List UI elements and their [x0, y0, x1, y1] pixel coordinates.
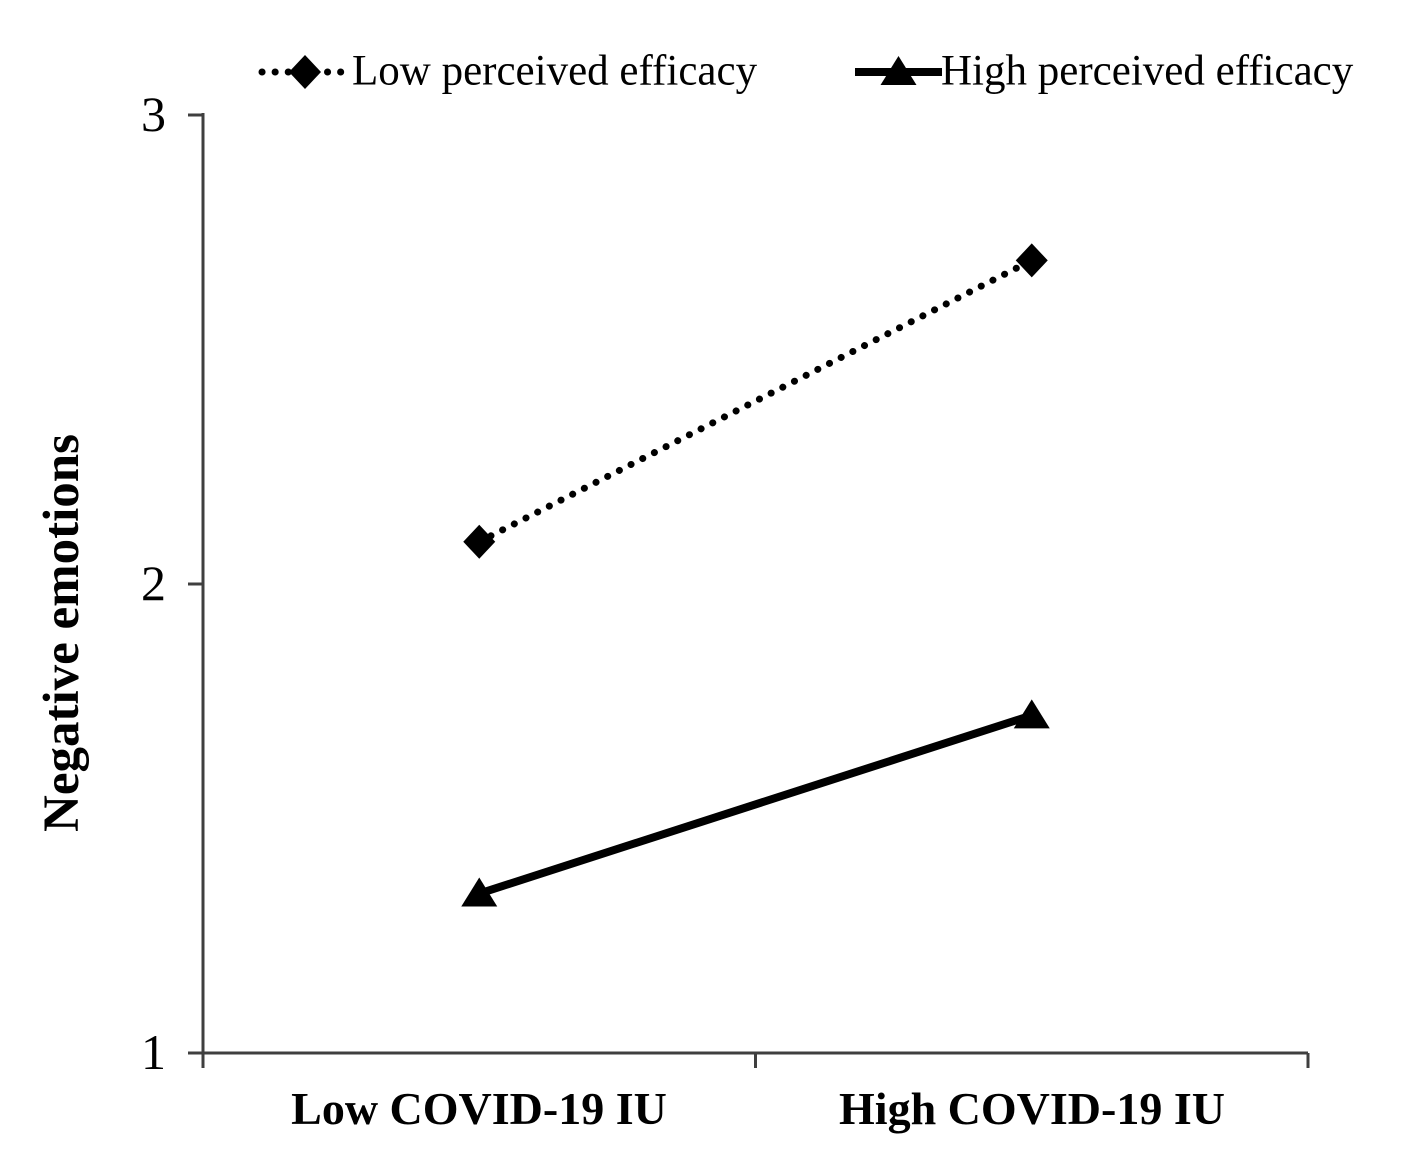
legend-swatch-marker-0: [289, 55, 321, 89]
y-tick-label-3: 3: [141, 85, 166, 142]
series-marker-1: [1013, 699, 1050, 729]
series-line-0: [475, 256, 1036, 546]
series-line-1: [478, 711, 1033, 898]
y-axis-title: Negative emotions: [34, 434, 90, 832]
legend-swatch-marker-1: [880, 56, 917, 85]
legend-label-low-perceived-efficacy: Low perceived efficacy: [352, 47, 758, 95]
series-layer: [461, 243, 1050, 907]
series-marker-0: [463, 524, 496, 559]
x-axis-category-high-covid19-iu: High COVID-19 IU: [839, 1083, 1225, 1134]
series-marker-1: [461, 877, 498, 907]
legend-label-high-perceived-efficacy: High perceived efficacy: [941, 47, 1354, 95]
y-tick-label-1: 1: [141, 1023, 166, 1080]
x-axis-category-low-covid19-iu: Low COVID-19 IU: [291, 1083, 667, 1134]
axes-layer: [188, 113, 1310, 1068]
y-tick-label-2: 2: [141, 554, 166, 611]
series-marker-0: [1015, 243, 1048, 278]
legend-swatch-layer: [258, 55, 942, 89]
